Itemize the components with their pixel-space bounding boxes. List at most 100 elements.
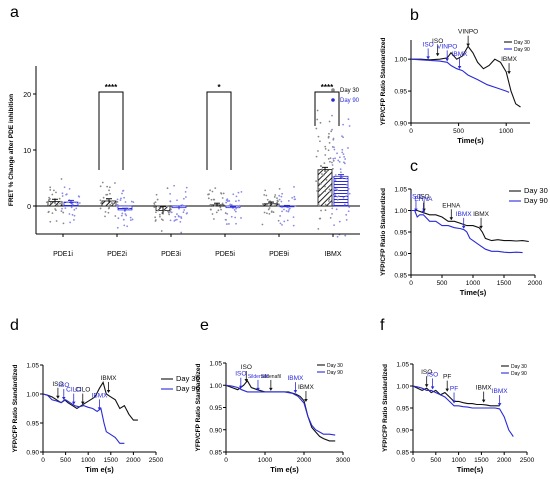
annotation-label: VINPO: [437, 43, 457, 50]
data-dot: [220, 208, 222, 211]
data-dot: [336, 198, 339, 201]
y-tick-label: 0.95: [394, 89, 407, 96]
bracket-line: [206, 91, 232, 170]
x-tick-label: 2000: [528, 280, 543, 287]
annotation-arrowhead: [414, 208, 418, 212]
data-dot: [214, 187, 217, 190]
data-dot: [180, 216, 182, 218]
annotation: ISO: [241, 364, 252, 383]
y-axis-label: YFP/CFP Ratio Standardized: [195, 363, 202, 451]
bracket-line: [98, 91, 124, 170]
data-dot: [209, 189, 211, 192]
data-dot: [68, 187, 71, 190]
y-tick-label: 10: [23, 148, 31, 155]
data-dot: [315, 180, 318, 183]
data-dot: [287, 206, 290, 209]
data-dot: [60, 200, 62, 203]
data-dot: [185, 212, 188, 215]
y-tick-label: 1.00: [394, 57, 407, 64]
data-dot: [278, 187, 281, 190]
data-dot: [336, 189, 339, 192]
annotation-arrowhead: [481, 399, 486, 403]
data-dot: [281, 210, 283, 213]
annotation-label: Sildenafil: [261, 374, 281, 380]
data-dot: [73, 208, 76, 211]
data-dot: [230, 215, 233, 218]
data-dot: [160, 230, 163, 232]
data-dot: [73, 214, 76, 217]
data-dot: [102, 196, 105, 199]
data-dot: [328, 190, 331, 193]
data-dot: [104, 210, 107, 213]
data-dot: [323, 162, 326, 165]
x-tick-label: 1000: [451, 457, 466, 464]
data-dot: [207, 197, 210, 200]
annotation-label: CILO: [66, 387, 81, 394]
data-dot: [176, 213, 178, 215]
data-dot: [317, 150, 319, 152]
data-dot: [238, 204, 241, 207]
data-dot: [324, 190, 327, 193]
data-dot: [112, 203, 115, 206]
data-dot: [174, 219, 177, 221]
data-dot: [170, 211, 173, 214]
data-dot: [100, 202, 102, 205]
data-dot: [221, 197, 224, 199]
annotation: VINPO: [437, 43, 457, 62]
data-dot: [327, 149, 330, 152]
annotation-label: ISO: [421, 369, 432, 376]
annotation: PF: [450, 385, 458, 404]
data-dot: [60, 210, 63, 213]
data-dot: [169, 192, 172, 195]
data-dot: [124, 213, 127, 215]
x-tick-label: 1000: [258, 457, 273, 464]
y-axis-label: YFP/CFP Ratio Standardized: [12, 364, 19, 452]
data-dot: [155, 211, 157, 214]
legend-label: Day 90: [340, 98, 360, 104]
annotation-arrowhead: [71, 401, 76, 405]
data-dot: [347, 118, 350, 121]
annotation-arrowhead: [435, 53, 440, 57]
data-dot: [339, 168, 342, 171]
x-tick-label: 3000: [336, 457, 351, 464]
data-dot: [329, 160, 331, 163]
data-dot: [285, 210, 288, 212]
data-dot: [346, 183, 348, 186]
data-dot: [331, 128, 333, 131]
data-dot: [334, 157, 336, 160]
data-dot: [345, 195, 348, 198]
data-dot: [153, 206, 156, 209]
annotation-label: IBMX: [92, 392, 109, 399]
data-dot: [348, 125, 351, 127]
annotation: IBMX: [101, 375, 117, 393]
annotation-arrowhead: [293, 390, 298, 394]
data-dot: [173, 184, 176, 187]
data-dot: [277, 200, 279, 203]
data-dot: [325, 170, 328, 173]
data-dot: [61, 207, 63, 210]
x-axis-label: Time(s): [460, 288, 487, 297]
y-tick-label: 1.05: [26, 363, 39, 370]
data-dot: [120, 197, 122, 200]
y-axis-label: YFP/CFP Ratio Standardized: [380, 188, 387, 276]
annotation-label: IBMX: [501, 56, 518, 63]
x-tick-label: 0: [224, 457, 228, 464]
panel-a: a 0 10 20 FRET % Change after PDE inhibition…: [8, 4, 360, 258]
data-dot: [274, 194, 277, 196]
data-dot: [292, 216, 295, 219]
data-dot: [280, 195, 283, 198]
data-dot: [51, 193, 54, 196]
data-dot: [281, 206, 283, 209]
data-dot: [278, 194, 281, 197]
data-dot: [129, 219, 132, 221]
data-dot: [99, 207, 102, 210]
y-axis-label: FRET % Change after PDE inhibition: [8, 94, 15, 206]
x-tick-label: 2500: [520, 457, 535, 464]
data-dot: [283, 220, 286, 223]
y-tick-label: 0.90: [396, 428, 409, 435]
y-tick-label: 0.90: [394, 121, 407, 128]
bracket-line: [314, 91, 340, 126]
data-dot: [269, 200, 271, 202]
data-dot: [341, 135, 343, 138]
